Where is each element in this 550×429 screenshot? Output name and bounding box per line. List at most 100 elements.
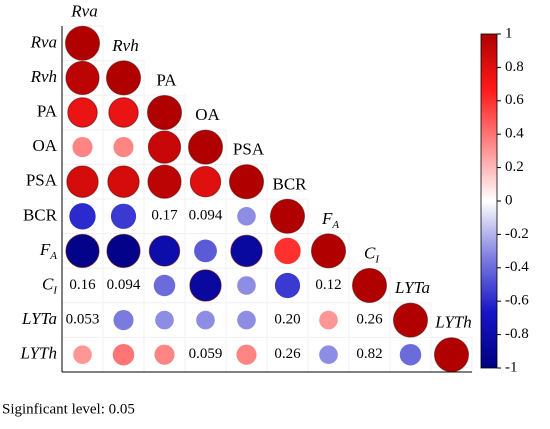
correlation-circle [65, 25, 100, 61]
correlation-circle [153, 274, 176, 297]
correlation-circle [65, 233, 100, 268]
row-label: Rvh [30, 67, 57, 86]
p-value: 0.26 [356, 312, 383, 328]
label-main: LYTh [434, 313, 472, 332]
correlation-circle [72, 137, 93, 158]
p-value: 0.053 [66, 312, 100, 328]
colorbar-tick-label: 0 [505, 192, 513, 208]
correlation-circle [67, 97, 98, 128]
correlation-circle [106, 60, 141, 96]
correlation-circle [274, 237, 301, 265]
correlation-circle [229, 164, 264, 200]
correlation-circle [65, 60, 100, 95]
row-label: Rva [30, 32, 57, 51]
colorbar-tick-label: 1 [505, 25, 513, 41]
correlation-circle [194, 239, 217, 263]
correlation-circle [155, 310, 174, 330]
colorbar-tick-label: -0.8 [505, 326, 529, 342]
p-value: 0.82 [356, 346, 382, 362]
footnote: Siginficant level: 0.05 [2, 401, 135, 417]
row-label: LYTa [21, 309, 57, 328]
correlation-circle [154, 344, 175, 365]
label-main: BCR [23, 205, 58, 224]
correlation-circle [434, 337, 469, 373]
label-main: Rvh [111, 36, 138, 55]
correlation-circle [113, 310, 134, 331]
correlation-circle [147, 164, 182, 199]
correlation-circle [147, 130, 182, 164]
correlation-circle [236, 344, 257, 365]
label-main: PA [156, 70, 177, 89]
label-main: PA [37, 101, 58, 120]
diagonal-label: FA [321, 209, 339, 231]
label-main: C [42, 274, 54, 293]
p-value: 0.059 [189, 346, 223, 362]
diagonal-label: LYTa [394, 278, 430, 297]
label-main: OA [32, 136, 57, 155]
correlation-circle [188, 129, 223, 165]
correlation-circle [319, 310, 338, 330]
correlation-circle [311, 233, 346, 269]
row-label: BCR [23, 205, 58, 224]
correlation-circle [108, 97, 139, 128]
correlation-circle [148, 235, 181, 267]
row-label: FA [39, 240, 57, 262]
p-value: 0.094 [107, 277, 141, 293]
row-label: PSA [26, 171, 58, 190]
p-value: 0.16 [69, 277, 96, 293]
row-label: PA [37, 101, 58, 120]
colorbar-tick-label: 0.4 [505, 126, 524, 142]
colorbar-tick-label: 0.8 [505, 59, 524, 75]
diagonal-label: Rvh [111, 36, 138, 55]
label-main: Rvh [30, 67, 57, 86]
correlation-circle [110, 203, 137, 229]
diagonal-label: OA [195, 105, 220, 124]
colorbar-tick-label: 0.6 [505, 92, 524, 108]
correlation-circle [230, 234, 263, 268]
correlation-circle [237, 276, 256, 295]
p-value: 0.26 [274, 346, 301, 362]
correlation-circle [319, 345, 338, 365]
correlation-circle [113, 137, 134, 158]
label-main: F [39, 240, 51, 259]
correlation-circle [237, 310, 256, 330]
correlation-circle [112, 343, 135, 366]
row-label: LYTh [19, 344, 57, 363]
diagonal-label: PSA [233, 140, 265, 159]
label-main: LYTh [19, 344, 57, 363]
diagonal-label: PA [156, 70, 177, 89]
correlation-circle [107, 165, 140, 198]
colorbar-tick-label: 0.2 [505, 159, 524, 175]
p-value: 0.20 [274, 312, 300, 328]
correlation-circle [274, 272, 301, 299]
diagonal-label: CI [364, 243, 380, 265]
correlation-circle [237, 206, 256, 226]
correlation-circle [106, 233, 141, 268]
diagonal-label: BCR [272, 174, 307, 193]
colorbar-tick-label: -1 [505, 359, 518, 375]
colorbar-tick-label: -0.2 [505, 226, 529, 242]
label-main: BCR [272, 174, 307, 193]
colorbar [480, 33, 498, 369]
colorbar-tick-label: -0.4 [505, 259, 529, 275]
label-main: PSA [233, 140, 265, 159]
correlation-circle [196, 310, 215, 330]
correlation-circle [393, 302, 428, 338]
row-label: OA [32, 136, 57, 155]
label-sub: A [49, 249, 57, 261]
p-value: 0.094 [189, 208, 223, 224]
correlation-circle [352, 268, 387, 303]
label-main: Rva [70, 1, 97, 20]
p-value: 0.17 [151, 208, 178, 224]
correlation-circle [69, 203, 96, 230]
p-value: 0.12 [315, 277, 341, 293]
label-main: C [364, 243, 376, 262]
diagonal-label: LYTh [434, 313, 472, 332]
label-sub: A [331, 218, 339, 230]
label-main: Rva [30, 32, 57, 51]
label-main: OA [195, 105, 220, 124]
correlation-circle [270, 198, 305, 234]
label-main: LYTa [21, 309, 57, 328]
label-sub: I [52, 284, 58, 296]
